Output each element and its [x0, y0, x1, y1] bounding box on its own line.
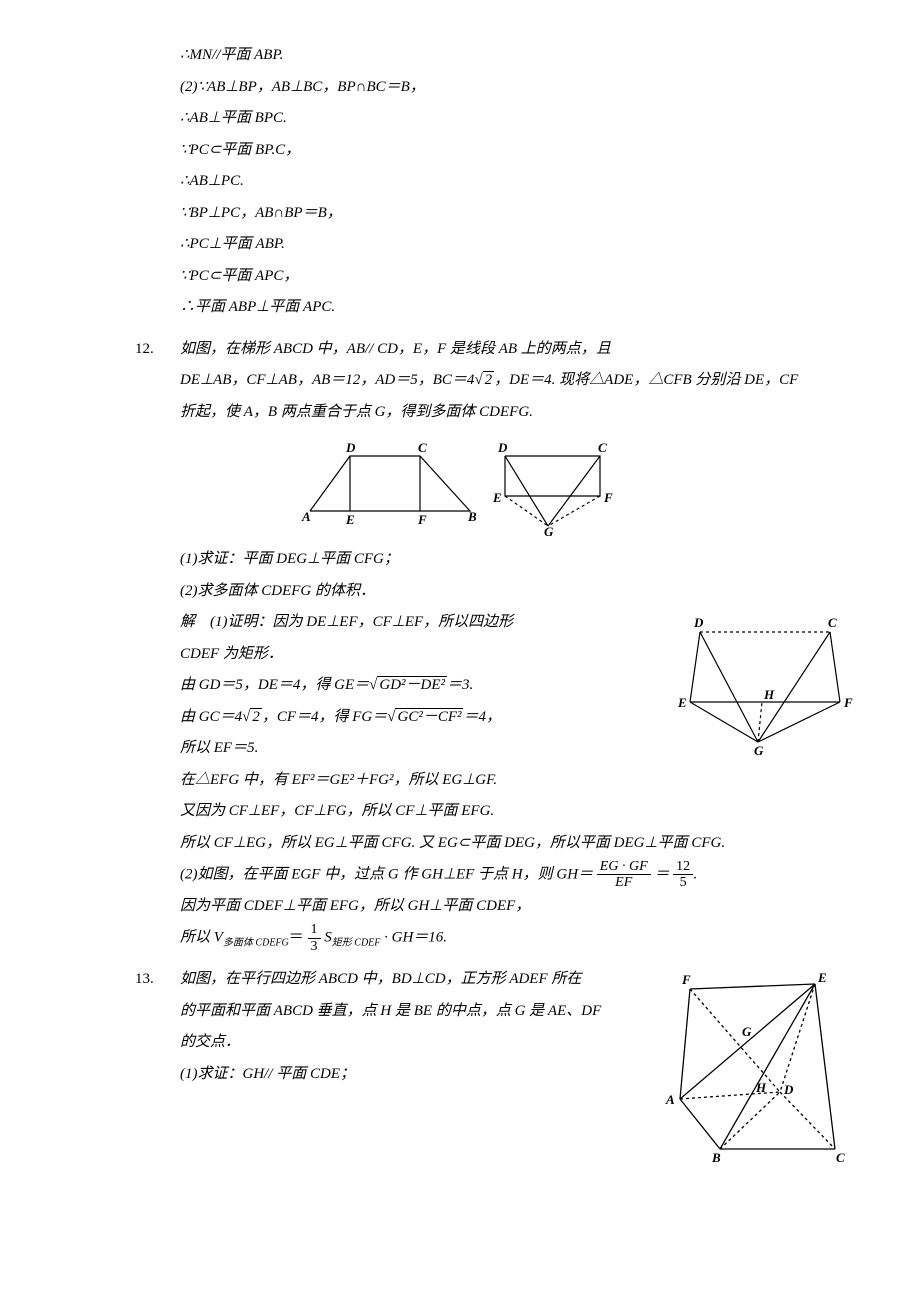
svg-text:H: H [763, 687, 775, 702]
svg-text:F: F [681, 972, 691, 987]
question-number: 12. [135, 334, 154, 366]
svg-text:D: D [497, 440, 508, 455]
proof-line: ∴PC⊥平面 ABP. [180, 229, 860, 261]
svg-text:C: C [418, 440, 427, 455]
svg-text:H: H [755, 1080, 767, 1095]
svg-text:F: F [843, 695, 853, 710]
question-text: 折起，使 A，B 两点重合于点 G，得到多面体 CDEFG. [180, 397, 860, 429]
svg-text:D: D [693, 615, 704, 630]
solution-line: 所以 V多面体 CDEFG＝ 13 S矩形 CDEF · GH＝16. [180, 922, 860, 954]
svg-text:C: C [836, 1150, 845, 1164]
svg-text:D: D [783, 1082, 794, 1097]
solution-line: 所以 CF⊥EG，所以 EG⊥平面 CFG. 又 EG⊂平面 DEG，所以平面 … [180, 828, 860, 860]
solution-line: (2)如图，在平面 EGF 中，过点 G 作 GH⊥EF 于点 H，则 GH＝ … [180, 859, 860, 891]
svg-text:B: B [467, 509, 477, 524]
svg-text:B: B [711, 1150, 721, 1164]
question-12: 12. 如图，在梯形 ABCD 中，AB// CD，E，F 是线段 AB 上的两… [60, 334, 860, 955]
proof-line: ∵BP⊥PC，AB∩BP＝B， [180, 198, 860, 230]
solution-line: 在△EFG 中，有 EF²＝GE²＋FG²，所以 EG⊥GF. [180, 765, 860, 797]
svg-text:C: C [828, 615, 837, 630]
svg-text:F: F [417, 512, 427, 527]
question-text: 如图，在梯形 ABCD 中，AB// CD，E，F 是线段 AB 上的两点，且 [180, 334, 860, 366]
svg-text:E: E [817, 970, 827, 985]
svg-text:A: A [301, 509, 311, 524]
proof-line: ∴AB⊥平面 BPC. [180, 103, 860, 135]
solution-line: 因为平面 CDEF⊥平面 EFG，所以 GH⊥平面 CDEF， [180, 891, 860, 923]
svg-text:F: F [603, 490, 613, 505]
proof-line: ∴MN//平面 ABP. [180, 40, 860, 72]
svg-text:E: E [345, 512, 355, 527]
proof-line: (2)∵AB⊥BP，AB⊥BC，BP∩BC＝B， [180, 72, 860, 104]
question-13: 13. F E [60, 964, 860, 1164]
question-number: 13. [135, 964, 154, 996]
question-text: DE⊥AB，CF⊥AB，AB＝12，AD＝5，BC＝4√2，DE＝4. 现将△A… [180, 365, 860, 397]
proof-line: ∴平面 ABP⊥平面 APC. [180, 292, 860, 324]
figure-parallelogram-square: F E A D B C G H [660, 964, 860, 1164]
subquestion: (1)求证：平面 DEG⊥平面 CFG； [180, 544, 860, 576]
solution-line: 又因为 CF⊥EF，CF⊥FG，所以 CF⊥平面 EFG. [180, 796, 860, 828]
proof-line: ∵PC⊂平面 APC， [180, 261, 860, 293]
svg-text:G: G [544, 524, 554, 536]
svg-text:E: E [677, 695, 687, 710]
figure-trapezoid-and-solid: A D C B E F D C E F G [60, 436, 860, 536]
figure-solid-cdefg: D C E F G H [670, 607, 860, 757]
svg-text:E: E [492, 490, 502, 505]
svg-text:D: D [345, 440, 356, 455]
proof-line: ∵PC⊂平面 BP.C， [180, 135, 860, 167]
proof-line: ∴AB⊥PC. [180, 166, 860, 198]
subquestion: (2)求多面体 CDEFG 的体积． [180, 576, 860, 608]
svg-text:G: G [754, 743, 764, 757]
svg-text:A: A [665, 1092, 675, 1107]
svg-text:G: G [742, 1024, 752, 1039]
svg-text:C: C [598, 440, 607, 455]
